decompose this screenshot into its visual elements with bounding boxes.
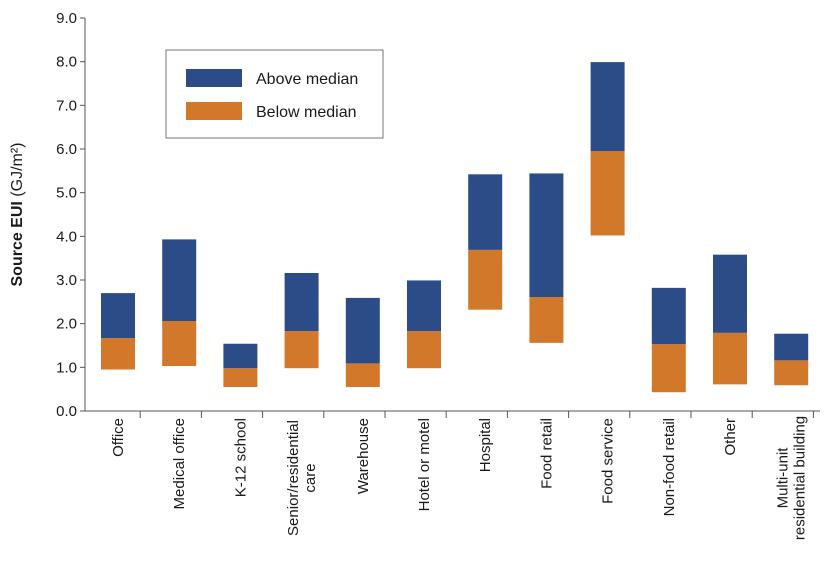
bar-above-median bbox=[407, 280, 441, 332]
bar-below-median bbox=[651, 344, 686, 393]
legend-label: Below median bbox=[256, 104, 357, 121]
category-label: K-12 school bbox=[232, 418, 249, 497]
bar-below-median bbox=[101, 338, 135, 370]
category-label: Food retail bbox=[538, 418, 555, 489]
y-tick-label: 5.0 bbox=[56, 185, 77, 202]
category-label: Office bbox=[110, 418, 127, 457]
y-tick-label: 8.0 bbox=[56, 54, 77, 71]
category-label: Non-food retail bbox=[661, 418, 678, 516]
bar-below-median bbox=[284, 331, 319, 369]
bar-above-median bbox=[651, 287, 686, 345]
category-label: residential building bbox=[792, 416, 809, 540]
y-tick-label: 2.0 bbox=[56, 316, 77, 333]
y-tick-label: 4.0 bbox=[56, 228, 77, 245]
bar-above-median bbox=[101, 293, 135, 339]
bar-above-median bbox=[774, 333, 809, 361]
y-tick-label: 1.0 bbox=[56, 359, 77, 376]
category-label: care bbox=[302, 463, 319, 492]
bar-above-median bbox=[590, 62, 625, 152]
legend-label: Above median bbox=[256, 71, 358, 88]
bar-below-median bbox=[468, 249, 503, 310]
y-tick-label: 6.0 bbox=[56, 141, 77, 158]
category-label: Hotel or motel bbox=[416, 418, 433, 511]
bar-below-median bbox=[590, 151, 625, 236]
legend-swatch bbox=[186, 102, 242, 120]
bar-above-median bbox=[468, 174, 503, 250]
category-label: Food service bbox=[600, 418, 617, 504]
bar-below-median bbox=[345, 363, 380, 387]
y-axis-title-unit: (GJ/m²) bbox=[9, 142, 26, 196]
category-label: Medical office bbox=[171, 418, 188, 509]
bar-below-median bbox=[774, 360, 809, 386]
bar-above-median bbox=[529, 173, 564, 298]
bar-below-median bbox=[223, 368, 258, 387]
category-label: Warehouse bbox=[355, 418, 372, 494]
y-tick-label: 9.0 bbox=[56, 10, 77, 27]
bar-above-median bbox=[284, 273, 319, 332]
bar-below-median bbox=[407, 331, 441, 369]
bar-above-median bbox=[345, 297, 380, 364]
y-axis-title-bold: Source EUI bbox=[9, 197, 26, 287]
category-label: Multi-unit bbox=[775, 447, 792, 509]
legend-box bbox=[165, 49, 384, 139]
bar-below-median bbox=[713, 332, 747, 385]
bar-above-median bbox=[162, 239, 197, 322]
y-tick-label: 7.0 bbox=[56, 97, 77, 114]
category-label: Other bbox=[722, 418, 739, 456]
bar-above-median bbox=[713, 254, 747, 333]
category-label: Hospital bbox=[477, 418, 494, 472]
category-label: Senior/residential bbox=[285, 420, 302, 536]
y-axis-title: Source EUI (GJ/m²) bbox=[9, 142, 26, 286]
bar-below-median bbox=[529, 297, 564, 343]
bar-below-median bbox=[162, 321, 197, 367]
y-tick-label: 3.0 bbox=[56, 272, 77, 289]
bar-above-median bbox=[223, 343, 258, 369]
y-tick-label: 0.0 bbox=[56, 403, 77, 420]
legend-swatch bbox=[186, 69, 242, 87]
